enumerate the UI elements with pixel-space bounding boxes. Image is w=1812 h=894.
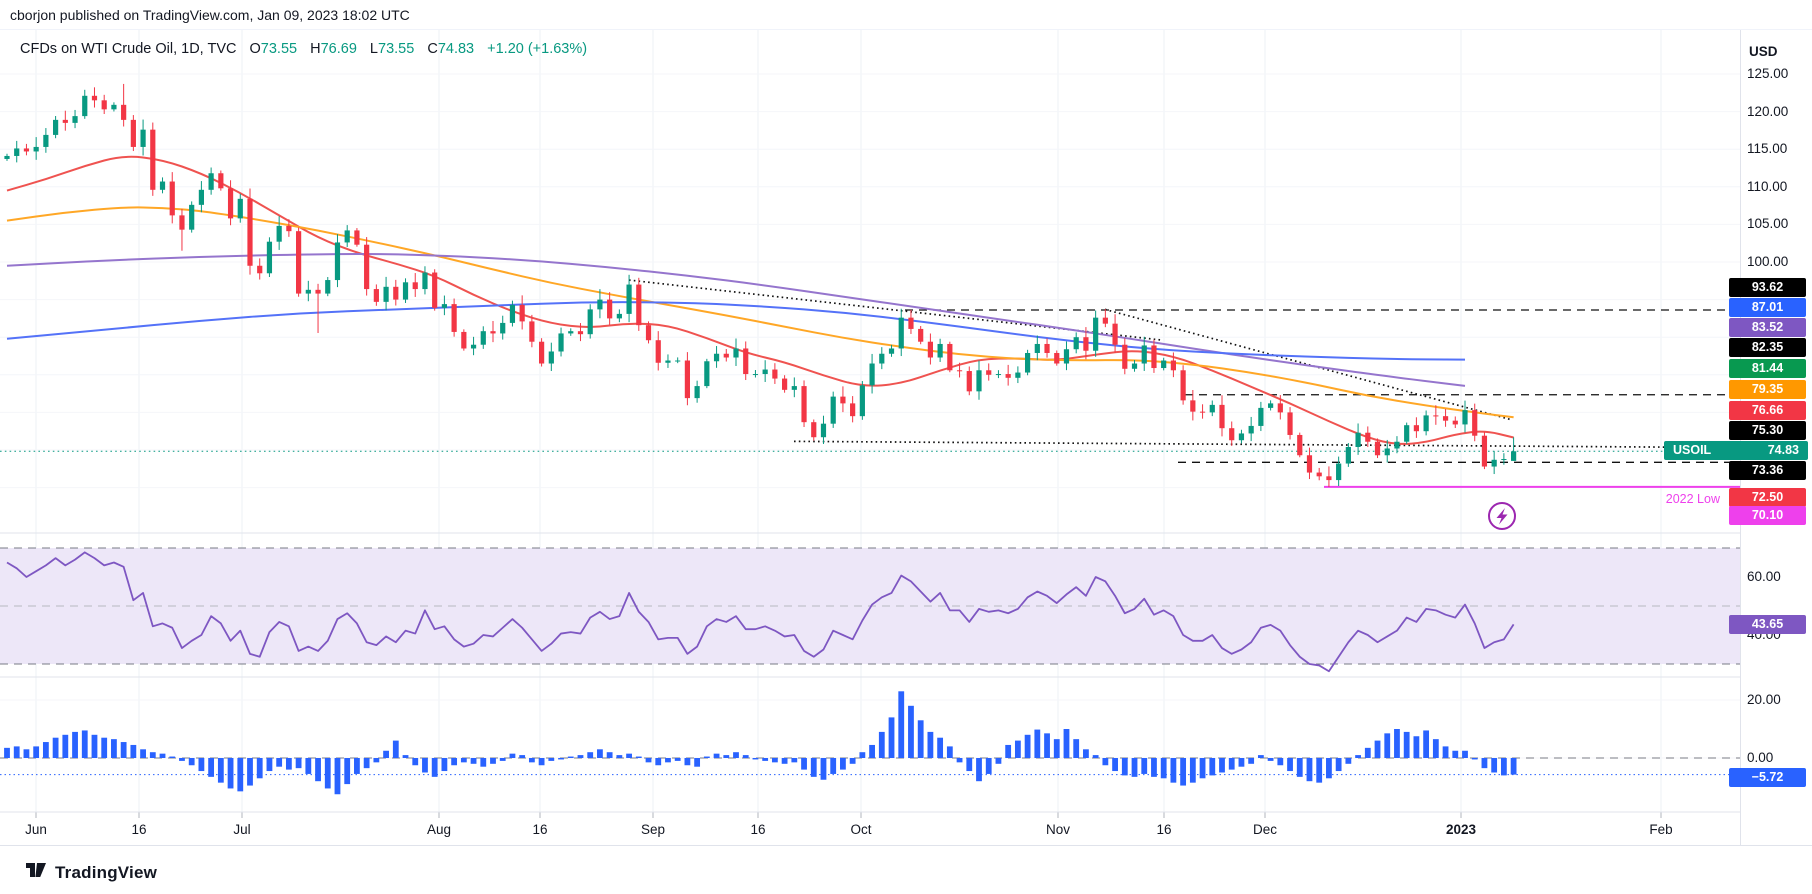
time-tick-label[interactable]: Jul (233, 822, 251, 837)
price-tick-label: 115.00 (1747, 141, 1788, 156)
high-value: 76.69 (320, 41, 357, 57)
time-tick-label[interactable]: 16 (131, 822, 147, 837)
tradingview-logo-icon[interactable] (24, 858, 48, 887)
time-tick-label[interactable]: Sep (640, 822, 666, 837)
time-tick-label[interactable]: Feb (1649, 822, 1673, 837)
price-level-badge[interactable]: 93.62 (1729, 277, 1806, 297)
last-price-badge[interactable]: USOIL 74.83 (1664, 440, 1808, 460)
chart-canvas[interactable] (0, 0, 1740, 845)
time-tick-label[interactable]: 16 (532, 822, 548, 837)
time-axis-border (0, 845, 1812, 846)
time-tick-label[interactable]: Dec (1252, 822, 1278, 837)
time-tick-label[interactable]: Jun (25, 822, 47, 837)
macd-value-badge[interactable]: −5.72 (1729, 767, 1806, 787)
indicator-tick-label: 60.00 (1747, 569, 1781, 584)
price-level-badge[interactable]: 87.01 (1729, 297, 1806, 317)
price-tick-label: 120.00 (1747, 103, 1789, 119)
low-label: L (369, 41, 378, 57)
price-tick-label: 110.00 (1747, 178, 1788, 194)
time-tick-label[interactable]: 16 (1156, 822, 1172, 837)
time-tick-label[interactable]: Aug (426, 822, 452, 837)
low-annotation: 2022 Low (1665, 492, 1720, 506)
low-value: 73.55 (378, 41, 415, 57)
time-tick-label[interactable]: 16 (750, 822, 766, 837)
change-value: +1.20 (+1.63%) (487, 41, 588, 57)
time-tick-label[interactable]: Oct (850, 822, 872, 837)
price-level-badge[interactable]: 83.52 (1729, 317, 1806, 337)
footer: TradingView (24, 858, 157, 887)
symbol-legend: CFDs on WTI Crude Oil, 1D, TVC O73.55 H7… (20, 41, 587, 57)
symbol-tag: USOIL (1673, 442, 1712, 457)
close-value: 74.83 (437, 41, 475, 57)
tradingview-logo-text[interactable]: TradingView (55, 862, 158, 882)
last-price-value: 74.83 (1767, 442, 1799, 457)
price-tick-label: 105.00 (1747, 216, 1789, 231)
price-level-badge[interactable]: 72.50 (1729, 487, 1806, 507)
rsi-value-badge[interactable]: 43.65 (1729, 614, 1806, 634)
open-value: 73.55 (260, 41, 298, 57)
high-label: H (310, 41, 321, 57)
price-level-badge[interactable]: 82.35 (1729, 337, 1806, 357)
price-tick-label: 100.00 (1747, 253, 1789, 269)
time-tick-label[interactable]: 2023 (1445, 822, 1477, 837)
close-label: C (427, 41, 438, 57)
open-label: O (249, 41, 261, 57)
price-tick-label: 125.00 (1747, 66, 1789, 81)
price-level-badge[interactable]: 79.35 (1729, 379, 1806, 399)
attribution-bar: cborjon published on TradingView.com, Ja… (0, 0, 1812, 30)
time-tick-label[interactable]: Nov (1045, 822, 1071, 837)
symbol-title[interactable]: CFDs on WTI Crude Oil, 1D, TVC (20, 41, 237, 57)
price-level-badge[interactable]: 73.36 (1729, 460, 1806, 480)
price-level-badge[interactable]: 76.66 (1729, 400, 1806, 420)
currency-label: USD (1749, 44, 1778, 59)
indicator-tick-label: 0.00 (1747, 750, 1774, 765)
price-level-badge[interactable]: 70.10 (1729, 505, 1806, 525)
price-level-badge[interactable]: 75.30 (1729, 420, 1806, 440)
price-level-badge[interactable]: 81.44 (1729, 358, 1806, 378)
indicator-tick-label: 20.00 (1747, 692, 1781, 707)
